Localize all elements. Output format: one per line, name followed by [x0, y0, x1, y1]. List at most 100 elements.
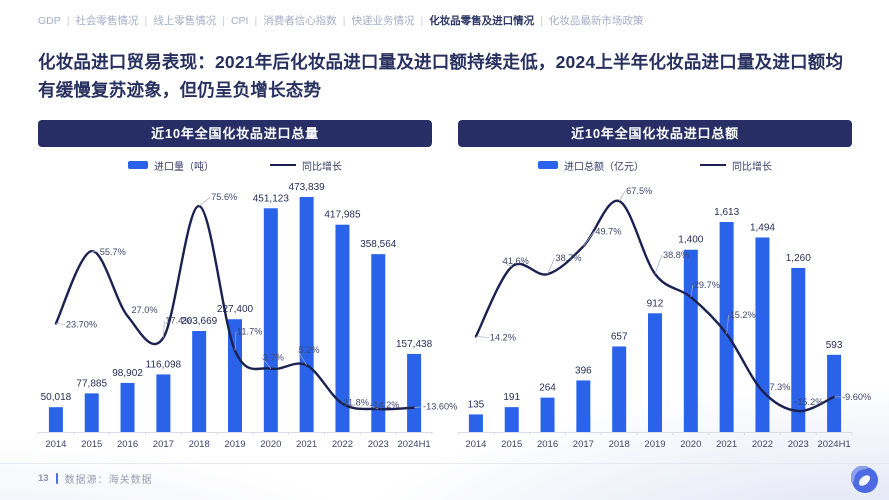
nav-item-0[interactable]: GDP: [38, 15, 61, 27]
bar-2018: [192, 330, 207, 432]
x-axis-label: 2021: [296, 439, 317, 450]
label-connector: [501, 260, 512, 268]
label-connector: [690, 285, 694, 298]
label-connector: [163, 320, 165, 338]
growth-value-label: -11.8%: [340, 398, 368, 408]
bar-2020: [683, 249, 698, 432]
label-connector: [414, 406, 423, 409]
line-swatch-icon: [270, 163, 296, 167]
x-axis-label: 2019: [224, 439, 245, 450]
nav-item-7[interactable]: 化妆品最新市场政策: [548, 15, 644, 27]
label-connector: [55, 323, 65, 325]
growth-value-label: -13.60%: [423, 402, 457, 412]
growth-value-label: 41.6%: [503, 256, 529, 266]
x-axis-label: 2020: [260, 439, 281, 450]
bar-swatch-icon: [538, 161, 558, 169]
bar-2022: [335, 224, 350, 432]
x-axis-label: 2017: [153, 439, 174, 450]
x-axis-label: 2022: [752, 439, 773, 450]
bar-2021: [299, 197, 314, 432]
bar-value-label: 77,885: [76, 378, 107, 389]
bar-2022: [755, 237, 770, 432]
label-connector: [618, 190, 626, 202]
bar-2021: [719, 222, 734, 432]
legend-label-line: 同比增长: [732, 161, 772, 173]
bar-value-label: 157,438: [396, 339, 433, 350]
growth-value-label: 75.6%: [211, 192, 237, 202]
bar-2014: [468, 414, 483, 432]
footer-divider: [0, 463, 889, 464]
line-swatch-icon: [700, 163, 726, 167]
growth-value-label: 11.7%: [237, 327, 262, 337]
bar-2014: [48, 407, 63, 432]
brand-logo-icon: [849, 464, 879, 494]
bar-2017: [576, 380, 591, 432]
growth-value-label: -14.2%: [370, 400, 399, 410]
growth-value-label: 23.70%: [66, 319, 97, 329]
chart-title-import-value: 近10年全国化妆品进口总额: [458, 120, 852, 147]
x-axis-label: 2016: [537, 439, 558, 450]
nav-separator: |: [420, 15, 424, 27]
bar-2015: [504, 407, 519, 432]
x-axis-label: 2018: [609, 439, 630, 450]
bar-value-label: 264: [539, 383, 556, 394]
bar-value-label: 1,613: [714, 207, 739, 218]
growth-value-label: -15.2%: [794, 397, 823, 407]
bar-value-label: 358,564: [360, 239, 397, 250]
legend-label-bar: 进口量（吨）: [154, 161, 214, 173]
growth-value-label: -9.60%: [842, 392, 871, 402]
growth-value-label: 67.5%: [626, 186, 652, 196]
nav-separator: |: [144, 15, 148, 27]
legend-item-line: 同比增长: [700, 158, 772, 173]
bar-value-label: 657: [611, 331, 628, 342]
bar-value-label: 50,018: [41, 392, 72, 403]
growth-value-label: 49.7%: [595, 226, 621, 236]
data-source-label: 数据源：海关数据: [64, 475, 153, 486]
x-axis-label: 2023: [368, 439, 389, 450]
label-connector: [369, 404, 379, 410]
nav-separator: |: [66, 15, 70, 27]
label-connector: [547, 258, 555, 275]
bar-2016: [540, 397, 555, 432]
x-axis-label: 2018: [189, 439, 210, 450]
bar-value-label: 473,839: [289, 182, 326, 193]
x-axis-label: 2021: [716, 439, 737, 450]
bar-2024H1: [407, 353, 422, 432]
combo-chart-import-value: 135 2014 191 2015 264 2016 396 2017 657 2018 912 20…: [457, 186, 871, 450]
growth-value-label: 3.7%: [263, 353, 284, 363]
bar-value-label: 451,123: [253, 193, 290, 204]
chart-legend-volume: 进口量（吨） 同比增长: [38, 158, 432, 173]
x-axis-label: 2019: [644, 439, 665, 450]
growth-value-label: 38.7%: [556, 253, 582, 263]
nav-separator: |: [342, 15, 346, 27]
bar-value-label: 912: [647, 298, 664, 309]
bar-2023: [791, 267, 806, 432]
footer-accent-bar: [55, 473, 58, 484]
nav-item-5[interactable]: 快递业务情况: [351, 15, 415, 27]
x-axis-label: 2023: [788, 439, 809, 450]
nav-item-3[interactable]: CPI: [230, 15, 249, 27]
growth-value-label: -7.3%: [766, 382, 790, 392]
bar-value-label: 227,400: [217, 304, 254, 315]
bar-2020: [263, 208, 278, 432]
legend-item-bar: 进口量（吨）: [128, 158, 214, 173]
nav-item-2[interactable]: 线上零售情况: [153, 15, 217, 27]
growth-line: [474, 199, 836, 413]
label-connector: [297, 350, 307, 366]
nav-item-6[interactable]: 化妆品零售及进口情况: [429, 15, 535, 27]
bar-2017: [156, 374, 171, 432]
bar-value-label: 396: [575, 365, 592, 376]
x-axis-label: 2022: [332, 439, 353, 450]
bar-value-label: 1,260: [786, 253, 811, 264]
legend-item-line: 同比增长: [270, 158, 342, 173]
nav-item-4[interactable]: 消费者信心指数: [263, 15, 337, 27]
growth-value-label: 38.8%: [663, 250, 689, 260]
growth-value-label: 15.2%: [730, 310, 756, 320]
nav-separator: |: [254, 15, 258, 27]
bar-2015: [84, 393, 99, 432]
bar-value-label: 135: [468, 399, 485, 410]
nav-item-1[interactable]: 社会零售情况: [75, 15, 139, 27]
x-axis-label: 2015: [81, 439, 102, 450]
x-axis-label: 2014: [465, 439, 486, 450]
combo-chart-import-volume: 50,018 2014 77,885 2015 98,902 2016 116,098 201…: [37, 182, 457, 450]
